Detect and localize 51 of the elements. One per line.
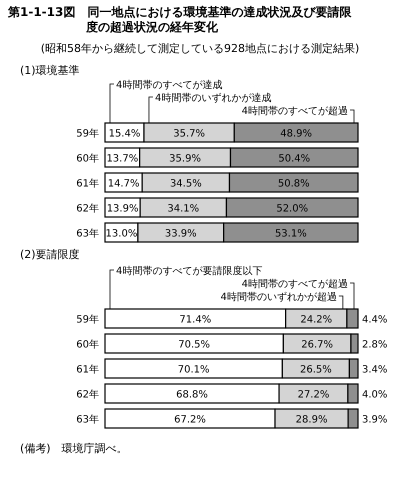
data-label: 48.9%: [280, 128, 312, 140]
y-tick-label: 62年: [76, 388, 99, 400]
data-label: 13.9%: [106, 204, 138, 214]
data-label: 3.9%: [362, 414, 388, 426]
y-tick-label: 62年: [76, 202, 99, 214]
data-label: 52.0%: [276, 204, 308, 214]
data-label: 71.4%: [179, 314, 212, 326]
text: 4時間帯のすべてが要請限度以下: [116, 265, 262, 277]
legend-label: 4時間帯のすべてが超過: [242, 105, 348, 117]
chart-title: (2)要請限度: [20, 248, 80, 261]
data-label: 26.7%: [301, 340, 334, 350]
data-label: 24.2%: [300, 314, 332, 326]
data-label: 2.8%: [362, 340, 388, 350]
data-label: 3.4%: [362, 364, 388, 376]
y-tick-label: 60年: [76, 152, 99, 164]
data-label: 50.4%: [278, 154, 310, 164]
y-tick-label: 59年: [76, 314, 99, 326]
data-label: 4.4%: [362, 314, 388, 326]
series-label: 4時間帯のいずれかが達成: [154, 92, 272, 104]
chart-subtitle: (昭和58年から継続して測定している928地点における測定結果): [40, 42, 360, 55]
series-label: 4時間帯のすべてが超過: [242, 278, 348, 290]
data-label: 67.2%: [174, 414, 206, 426]
data-label: 33.9%: [164, 228, 197, 240]
y-tick-label: 63年: [76, 228, 99, 240]
data-label: 68.8%: [176, 390, 208, 400]
data-label: 13.0%: [106, 228, 138, 240]
data-label: 50.8%: [278, 178, 310, 190]
text: 4時間帯のすべてが達成: [116, 79, 222, 91]
data-label: 53.1%: [274, 228, 307, 240]
data-label: 34.1%: [167, 204, 200, 214]
data-label: 70.5%: [178, 340, 210, 350]
data-label: 27.2%: [298, 390, 330, 400]
data-label: 28.9%: [296, 414, 328, 426]
y-tick-label: 59年: [76, 128, 99, 140]
y-tick-label: 63年: [76, 414, 99, 426]
y-tick-label: 60年: [76, 338, 99, 350]
data-label: 13.7%: [106, 154, 138, 164]
data-label: 15.4%: [108, 128, 140, 140]
data-label: 26.5%: [300, 364, 332, 376]
legend-label: 4時間帯のいずれかが超過: [220, 291, 337, 303]
data-label: 34.5%: [170, 178, 202, 190]
text: (備考) 環境庁調べ。: [20, 442, 128, 455]
chart-title: 第1-1-13図 同一地点における環境基準の達成状況及び要請限度の超過状況の経年変化: [7, 5, 352, 34]
text: (1)環境基準: [20, 64, 80, 77]
data-label: 14.7%: [108, 178, 140, 190]
y-tick-label: 61年: [76, 364, 99, 376]
data-label: 35.9%: [169, 154, 201, 164]
data-label: 4.0%: [362, 390, 388, 400]
data-label: 70.1%: [178, 364, 210, 376]
y-tick-label: 61年: [76, 178, 99, 190]
data-label: 35.7%: [173, 128, 206, 140]
